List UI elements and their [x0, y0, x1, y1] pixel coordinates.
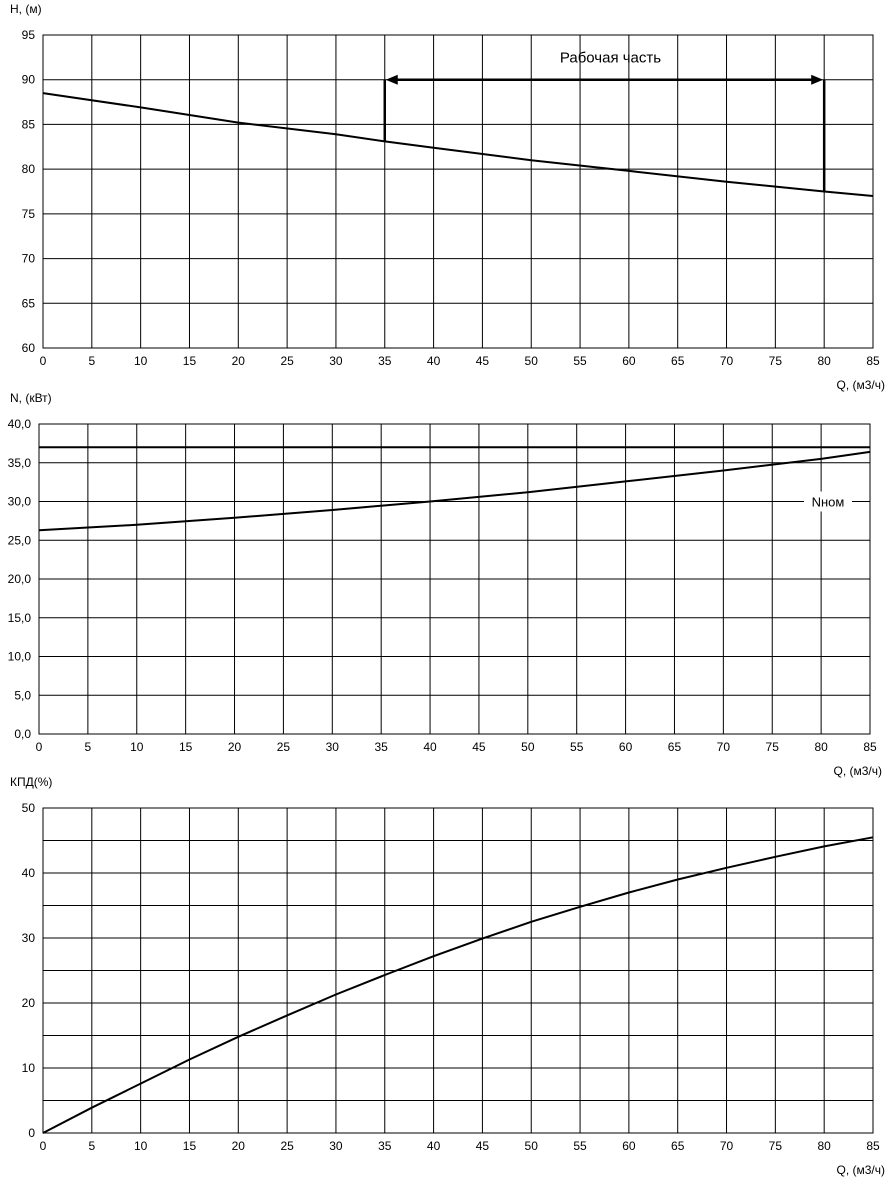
- x-tick-label: 65: [671, 354, 685, 368]
- x-tick-label: 65: [671, 1139, 685, 1153]
- plot-frame: [38, 423, 871, 735]
- series-line-head: [42, 92, 874, 197]
- y-tick-label: 10: [22, 1061, 36, 1075]
- arrow-head-left: [385, 74, 398, 85]
- x-tick-label: 0: [40, 354, 47, 368]
- x-tick-label: 55: [570, 740, 584, 754]
- x-tick-label: 85: [866, 354, 880, 368]
- y-axis-label: КПД(%): [10, 775, 52, 789]
- y-tick-label: 15,0: [8, 611, 32, 625]
- x-tick-label: 40: [423, 740, 437, 754]
- power-chart: 0 5 10 15 20 25 30 35 40 45 50 55 60 65 70 75 80 85 40,0 35…: [8, 391, 882, 778]
- head-chart: 0 5 10 15 20 25 30 35 40 45 50 55 60 65 70 75 80 85 95 90 85…: [10, 2, 885, 392]
- y-tick-label: 40,0: [8, 417, 32, 431]
- x-tick-label: 5: [85, 740, 92, 754]
- x-tick-label: 20: [232, 354, 246, 368]
- x-tick-label: 15: [179, 740, 193, 754]
- y-tick-label: 85: [22, 117, 36, 131]
- x-tick-label: 20: [232, 1139, 246, 1153]
- x-tick-label: 35: [374, 740, 388, 754]
- x-tick-label: 75: [769, 1139, 783, 1153]
- x-tick-label: 85: [863, 740, 877, 754]
- x-axis-label: Q, (м3/ч): [833, 764, 882, 778]
- x-tick-label: 40: [427, 354, 441, 368]
- x-tick-label: 25: [280, 1139, 294, 1153]
- y-tick-label: 75: [22, 207, 36, 221]
- x-tick-label: 50: [521, 740, 535, 754]
- y-axis-label: H, (м): [10, 2, 42, 16]
- x-tick-label: 75: [769, 354, 783, 368]
- y-tick-label: 50: [22, 801, 36, 815]
- working-range-label: Рабочая часть: [560, 50, 661, 67]
- y-tick-label: 60: [22, 341, 36, 355]
- y-tick-label: 40: [22, 866, 36, 880]
- x-tick-label: 0: [40, 1139, 47, 1153]
- nominal-power-label: Nном: [812, 495, 845, 510]
- x-tick-label: 55: [573, 354, 587, 368]
- x-tick-label: 35: [378, 354, 392, 368]
- x-tick-label: 60: [622, 354, 636, 368]
- x-tick-label: 50: [525, 354, 539, 368]
- y-tick-label: 30,0: [8, 495, 32, 509]
- x-tick-label: 30: [326, 740, 340, 754]
- series-line-power: [38, 450, 871, 532]
- y-tick-label: 20: [22, 996, 36, 1010]
- x-tick-label: 25: [277, 740, 291, 754]
- x-tick-label: 45: [476, 1139, 490, 1153]
- x-tick-label: 10: [134, 1139, 148, 1153]
- x-axis-label: Q, (м3/ч): [836, 1163, 885, 1177]
- y-tick-label: 65: [22, 296, 36, 310]
- x-tick-label: 35: [378, 1139, 392, 1153]
- x-tick-label: 50: [525, 1139, 539, 1153]
- x-tick-label: 85: [866, 1139, 880, 1153]
- x-tick-label: 25: [280, 354, 294, 368]
- x-tick-label: 80: [817, 354, 831, 368]
- x-tick-label: 40: [427, 1139, 441, 1153]
- x-tick-label: 15: [183, 1139, 197, 1153]
- x-tick-label: 80: [814, 740, 828, 754]
- x-tick-label: 65: [668, 740, 682, 754]
- x-tick-label: 80: [817, 1139, 831, 1153]
- series-line-efficiency: [42, 836, 874, 1134]
- y-tick-label: 0: [28, 1126, 35, 1140]
- y-tick-label: 10,0: [8, 650, 32, 664]
- x-tick-label: 45: [476, 354, 490, 368]
- x-tick-label: 0: [36, 740, 43, 754]
- y-tick-label: 70: [22, 252, 36, 266]
- x-tick-label: 15: [183, 354, 197, 368]
- y-tick-label: 0,0: [14, 727, 31, 741]
- plot-frame: [42, 34, 874, 349]
- x-tick-label: 55: [573, 1139, 587, 1153]
- x-tick-label: 70: [720, 354, 734, 368]
- y-tick-label: 95: [22, 28, 36, 42]
- x-tick-label: 30: [329, 1139, 343, 1153]
- x-tick-label: 20: [228, 740, 242, 754]
- y-axis-label: N, (кВт): [10, 391, 52, 405]
- x-tick-label: 5: [88, 1139, 95, 1153]
- y-tick-label: 30: [22, 931, 36, 945]
- y-tick-label: 35,0: [8, 456, 32, 470]
- arrow-head-right: [811, 74, 824, 85]
- y-tick-label: 25,0: [8, 533, 32, 547]
- x-axis-label: Q, (м3/ч): [836, 378, 885, 392]
- x-tick-label: 60: [619, 740, 633, 754]
- x-tick-label: 70: [717, 740, 731, 754]
- x-tick-label: 10: [134, 354, 148, 368]
- plot-frame: [42, 807, 874, 1134]
- y-tick-label: 80: [22, 162, 36, 176]
- annotation-background: [803, 491, 852, 512]
- y-tick-label: 20,0: [8, 572, 32, 586]
- x-tick-label: 70: [720, 1139, 734, 1153]
- x-tick-label: 30: [329, 354, 343, 368]
- x-tick-label: 5: [88, 354, 95, 368]
- x-tick-label: 75: [766, 740, 780, 754]
- x-tick-label: 60: [622, 1139, 636, 1153]
- y-tick-label: 5,0: [14, 688, 31, 702]
- y-tick-label: 90: [22, 73, 36, 87]
- efficiency-chart: 0 5 10 15 20 25 30 35 40 45 50 55 60 65 70 75 80 85 50 40 30…: [10, 775, 885, 1177]
- x-tick-label: 10: [130, 740, 144, 754]
- x-tick-label: 45: [472, 740, 486, 754]
